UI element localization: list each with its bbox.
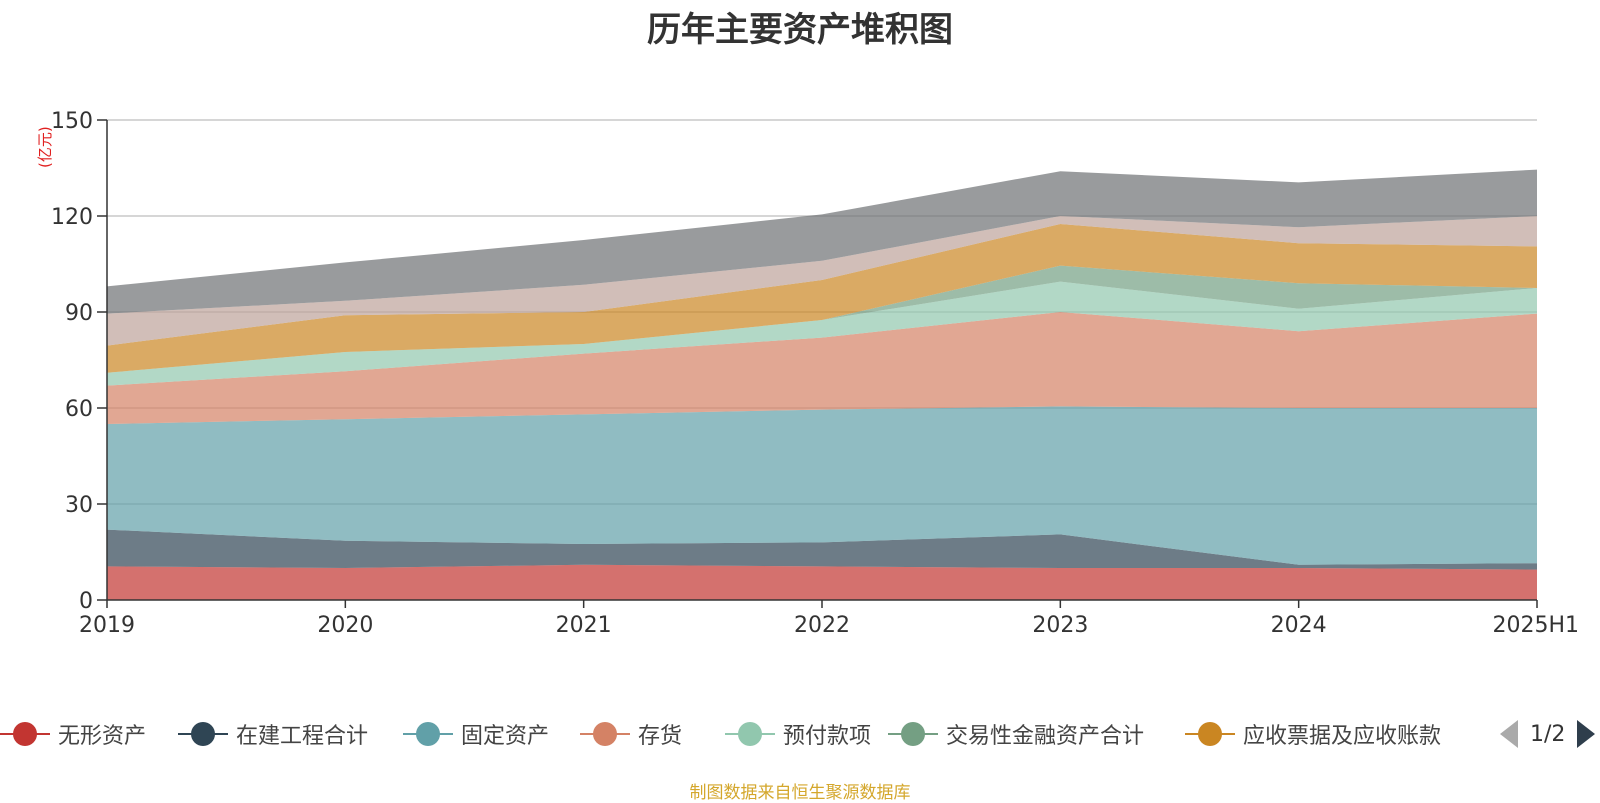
y-tick-label: 0 [79, 589, 93, 614]
chart-title: 历年主要资产堆积图 [647, 10, 953, 50]
legend-pager: 1/2 [1500, 718, 1596, 750]
legend-label: 在建工程合计 [236, 724, 369, 749]
legend-marker-icon [725, 718, 775, 750]
area-交易性金融资产合计 [107, 265, 1537, 373]
x-tick-label: 2019 [79, 613, 135, 638]
legend-marker-icon [580, 718, 630, 750]
area-series-8 [107, 216, 1537, 346]
y-tick-label: 90 [65, 301, 93, 326]
legend-marker-icon [0, 718, 50, 750]
legend-label: 固定资产 [461, 724, 550, 749]
area-series [107, 169, 1537, 600]
area-无形资产 [107, 564, 1537, 600]
legend-label: 存货 [638, 724, 683, 749]
legend-item[interactable]: 应收票据及应收账款 [1185, 718, 1441, 750]
area-固定资产 [107, 406, 1537, 565]
legend-item[interactable]: 无形资产 [0, 718, 146, 750]
area-在建工程合计 [107, 529, 1537, 570]
area-series-9 [107, 169, 1537, 314]
axes: 0 30 60 90 120 150 2019 2020 2021 2022 2023 2024 202… [51, 109, 1579, 638]
legend-marker-icon [178, 718, 228, 750]
legend-label: 预付款项 [783, 724, 872, 749]
next-page-icon[interactable] [1577, 720, 1596, 748]
area-预付款项 [107, 281, 1537, 386]
y-axis-unit: (亿元) [30, 120, 54, 170]
legend-label: 应收票据及应收账款 [1243, 724, 1442, 749]
legend-item[interactable]: 存货 [580, 718, 682, 750]
legend-label: 无形资产 [58, 724, 147, 749]
y-axis-unit-text: (亿元) [36, 126, 54, 168]
legend-marker-icon [1185, 718, 1235, 750]
x-tick-label: 2024 [1271, 613, 1327, 638]
area-应收票据及应收账款 [107, 224, 1537, 373]
legend-item[interactable]: 在建工程合计 [178, 718, 368, 750]
x-tick-label: 2020 [317, 613, 373, 638]
x-tick-label: 2025H1 [1492, 613, 1579, 638]
x-tick-label: 2022 [794, 613, 850, 638]
y-tick-label: 150 [51, 109, 93, 134]
x-tick-label: 2023 [1032, 613, 1088, 638]
legend-item[interactable]: 交易性金融资产合计 [888, 718, 1144, 750]
legend-label: 交易性金融资产合计 [946, 724, 1145, 749]
page-indicator: 1/2 [1530, 721, 1566, 747]
legend: 无形资产 在建工程合计 固定资产 存货 预付款项 交易性金融资产合计 应收票据及应收账款 [0, 718, 1600, 758]
legend-marker-icon [888, 718, 938, 750]
y-tick-label: 60 [65, 397, 93, 422]
legend-item[interactable]: 预付款项 [725, 718, 871, 750]
previous-page-icon[interactable] [1500, 720, 1518, 748]
y-tick-label: 30 [65, 493, 93, 518]
area-存货 [107, 312, 1537, 424]
legend-marker-icon [403, 718, 453, 750]
x-tick-label: 2021 [556, 613, 612, 638]
y-tick-label: 120 [51, 205, 93, 230]
data-source-note: 制图数据来自恒生聚源数据库 [689, 783, 911, 803]
legend-item[interactable]: 固定资产 [403, 718, 549, 750]
